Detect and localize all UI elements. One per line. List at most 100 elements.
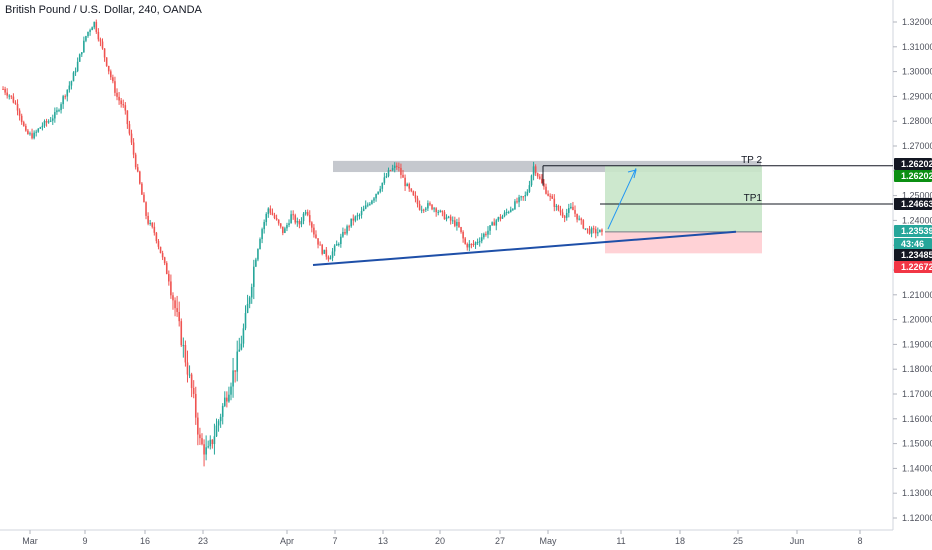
chart-title: British Pound / U.S. Dollar, 240, OANDA: [5, 4, 202, 16]
candle-body: [474, 242, 477, 245]
candle-body: [286, 225, 288, 229]
candle-body: [107, 65, 110, 72]
candle-body: [586, 228, 589, 230]
candle-body: [393, 165, 396, 169]
candle-body: [190, 374, 193, 388]
candle-body: [89, 30, 91, 32]
candle-body: [381, 182, 384, 189]
candle-body: [377, 191, 379, 195]
candle-body: [489, 225, 491, 231]
candle-body: [47, 121, 50, 123]
candle-body: [541, 178, 543, 184]
candle-body: [60, 104, 62, 111]
candle-body: [244, 313, 247, 329]
candle-body: [528, 185, 531, 192]
resistance-zone[interactable]: [333, 160, 761, 173]
candle-body: [360, 211, 363, 215]
candle-body: [601, 229, 603, 232]
candle-body: [549, 195, 551, 197]
candle-body: [186, 362, 189, 375]
candle-body: [507, 211, 510, 213]
candle-body: [250, 286, 253, 298]
target-zone[interactable]: [605, 165, 762, 232]
candle-body: [105, 57, 108, 66]
candle-body: [124, 105, 127, 111]
candle-body: [128, 124, 131, 134]
candle-body: [14, 102, 17, 104]
candle-body: [290, 214, 292, 224]
candle-body: [259, 239, 261, 250]
candle-body: [487, 230, 489, 235]
candle-body: [582, 220, 585, 229]
candle-body: [85, 36, 87, 41]
candle-body: [234, 370, 236, 372]
candle-body: [516, 201, 518, 203]
price-badge: [894, 261, 932, 273]
candle-body: [464, 238, 466, 244]
candle-body: [228, 394, 230, 402]
candle-body: [389, 170, 392, 172]
candle-body: [580, 218, 583, 221]
y-tick-label: 1.18000: [902, 364, 932, 374]
candle-body: [203, 444, 205, 455]
candle-body: [66, 89, 69, 97]
candle-body: [427, 203, 429, 209]
candle-body: [483, 233, 485, 238]
candle-body: [151, 222, 154, 227]
candle-body: [373, 198, 375, 201]
candle-body: [199, 434, 201, 439]
candle-body: [306, 212, 309, 216]
candle-body: [27, 130, 29, 135]
candle-body: [49, 120, 52, 122]
candle-body: [472, 244, 475, 246]
candle-body: [271, 212, 274, 215]
price-badge-label: 1.24663: [901, 199, 932, 209]
candle-body: [429, 203, 431, 205]
candle-body: [327, 256, 330, 260]
candle-body: [161, 253, 164, 258]
candle-body: [547, 193, 549, 196]
price-badge: [894, 198, 932, 210]
support-trendline[interactable]: [312, 230, 737, 267]
projection-arrow[interactable]: [607, 168, 637, 230]
candle-body: [74, 70, 77, 73]
candle-body: [296, 221, 299, 223]
candle-body: [56, 110, 58, 113]
candle-body: [576, 213, 578, 220]
x-tick-label: 13: [378, 536, 388, 546]
stop-zone[interactable]: [605, 231, 762, 254]
candle-body: [364, 205, 367, 209]
price-badge: [894, 238, 932, 250]
candle-body: [344, 231, 346, 234]
candle-body: [404, 177, 406, 187]
candle-body: [408, 183, 411, 189]
candle-body: [354, 216, 357, 221]
candle-body: [466, 243, 469, 248]
y-tick-label: 1.28000: [902, 116, 932, 126]
candle-body: [126, 110, 129, 125]
y-tick-label: 1.12000: [902, 513, 932, 523]
candle-body: [226, 397, 228, 402]
candle-body: [342, 231, 344, 237]
candle-body: [538, 176, 541, 179]
candle-body: [383, 177, 386, 183]
x-tick-label: 18: [675, 536, 685, 546]
candle-body: [2, 88, 4, 90]
candle-body: [526, 191, 529, 196]
price-badge: [894, 249, 932, 261]
candle-body: [387, 170, 390, 177]
candle-body: [170, 281, 172, 296]
candle-body: [72, 72, 75, 82]
candle-body: [248, 297, 251, 304]
candle-body: [379, 188, 382, 192]
candle-body: [340, 236, 342, 244]
candle-body: [402, 174, 404, 178]
candle-body: [275, 218, 278, 220]
price-badge-label: 1.23485: [901, 250, 932, 260]
candle-body: [555, 205, 558, 207]
candle-body: [8, 95, 11, 97]
candle-body: [139, 171, 141, 184]
candle-body: [103, 48, 106, 58]
candle-body: [87, 31, 89, 37]
